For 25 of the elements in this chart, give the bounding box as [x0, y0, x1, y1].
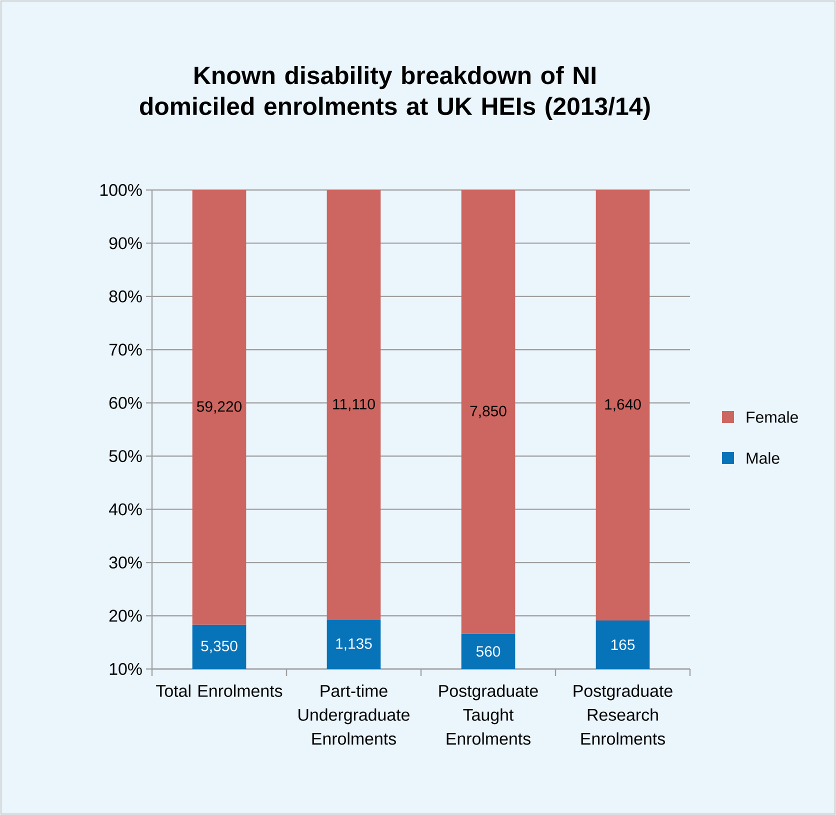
annotation: 1,135: [336, 638, 372, 651]
annotation: 5,350: [201, 640, 238, 654]
annotation: 7,850: [470, 406, 506, 418]
legend-label: Male: [746, 452, 780, 464]
chart-title: Known disability breakdown of NI domiciled enrolments at UK HEIs (2013/14): [140, 66, 650, 120]
x-tick-label: Total Enrolments: [156, 684, 282, 697]
y-tick-label: 90%: [109, 237, 142, 250]
y-tick-label: 30%: [109, 556, 142, 569]
annotation: 59,220: [197, 401, 242, 414]
annotation: 11,110: [333, 398, 375, 412]
y-tick-label: 40%: [108, 503, 142, 516]
annotation: 1,640: [605, 399, 641, 412]
y-tick-label: 70%: [109, 344, 142, 356]
x-tick-label: Postgraduate Taught Enrolments: [439, 684, 538, 745]
y-tick-label: 60%: [109, 396, 142, 409]
annotation: 165: [611, 639, 635, 650]
y-tick-label: 50%: [109, 450, 142, 462]
annotation: 560: [476, 646, 500, 657]
y-tick-label: 20%: [109, 610, 142, 622]
x-tick-label: Postgraduate Research Enrolments: [574, 684, 672, 745]
y-tick-label: 100%: [100, 184, 142, 196]
x-tick-label: Part-time Undergraduate Enrolments: [298, 684, 410, 745]
y-tick-label: 10%: [110, 662, 142, 675]
y-tick-label: 80%: [109, 290, 142, 302]
legend-label: Female: [746, 411, 798, 423]
